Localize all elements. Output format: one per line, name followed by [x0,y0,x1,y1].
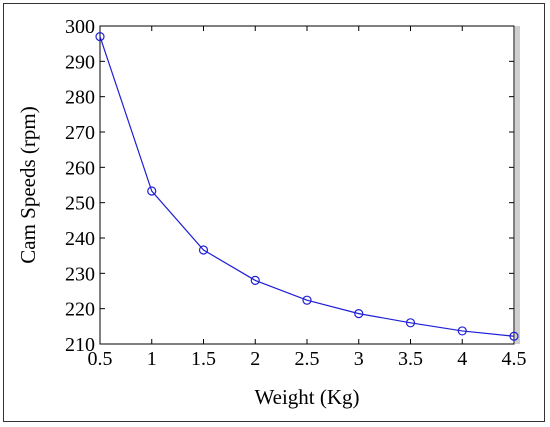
plot-right-shade [515,26,520,344]
x-axis: 0.5 1 1.5 2 2.5 3 3.5 4 4.5 [88,26,527,370]
x-tick-label: 3 [354,348,364,370]
series-group [95,31,519,341]
data-point [95,31,105,42]
data-point [509,331,519,341]
x-tick-label: 2 [250,348,260,370]
data-point [198,245,209,255]
series-line [99,36,515,337]
x-axis-label: Weight (Kg) [254,385,359,409]
y-tick-label: 260 [65,157,95,179]
x-tick-label: 4.5 [502,348,527,370]
data-point [405,318,416,328]
y-tick-label: 280 [65,87,95,109]
x-tick-label: 0.5 [88,348,113,370]
y-tick-label: 250 [65,193,95,215]
figure-frame: 0.5 1 1.5 2 2.5 3 3.5 4 4.5 210 220 230 240 250 260 27… [3,3,545,422]
y-tick-label: 290 [65,51,95,73]
x-tick-label: 3.5 [398,348,423,370]
y-tick-label: 210 [65,334,95,356]
y-tick-label: 220 [65,299,95,321]
y-tick-label: 300 [65,16,95,38]
data-point [147,186,157,196]
y-tick-label: 240 [65,228,95,250]
data-point [354,309,364,319]
y-axis-label: Cam Speeds (rpm) [16,106,40,263]
y-tick-label: 270 [65,122,95,144]
y-tick-label: 230 [65,263,95,285]
x-tick-label: 2.5 [295,348,320,370]
plot-area [99,25,515,345]
data-point [302,295,312,305]
data-point [250,275,260,285]
x-tick-label: 1 [147,348,157,370]
y-axis: 210 220 230 240 250 260 270 280 290 300 [65,16,514,356]
x-tick-label: 1.5 [191,348,216,370]
x-tick-label: 4 [457,348,467,370]
data-point [457,326,467,336]
line-chart: 0.5 1 1.5 2 2.5 3 3.5 4 4.5 210 220 230 240 250 260 27… [16,16,527,409]
